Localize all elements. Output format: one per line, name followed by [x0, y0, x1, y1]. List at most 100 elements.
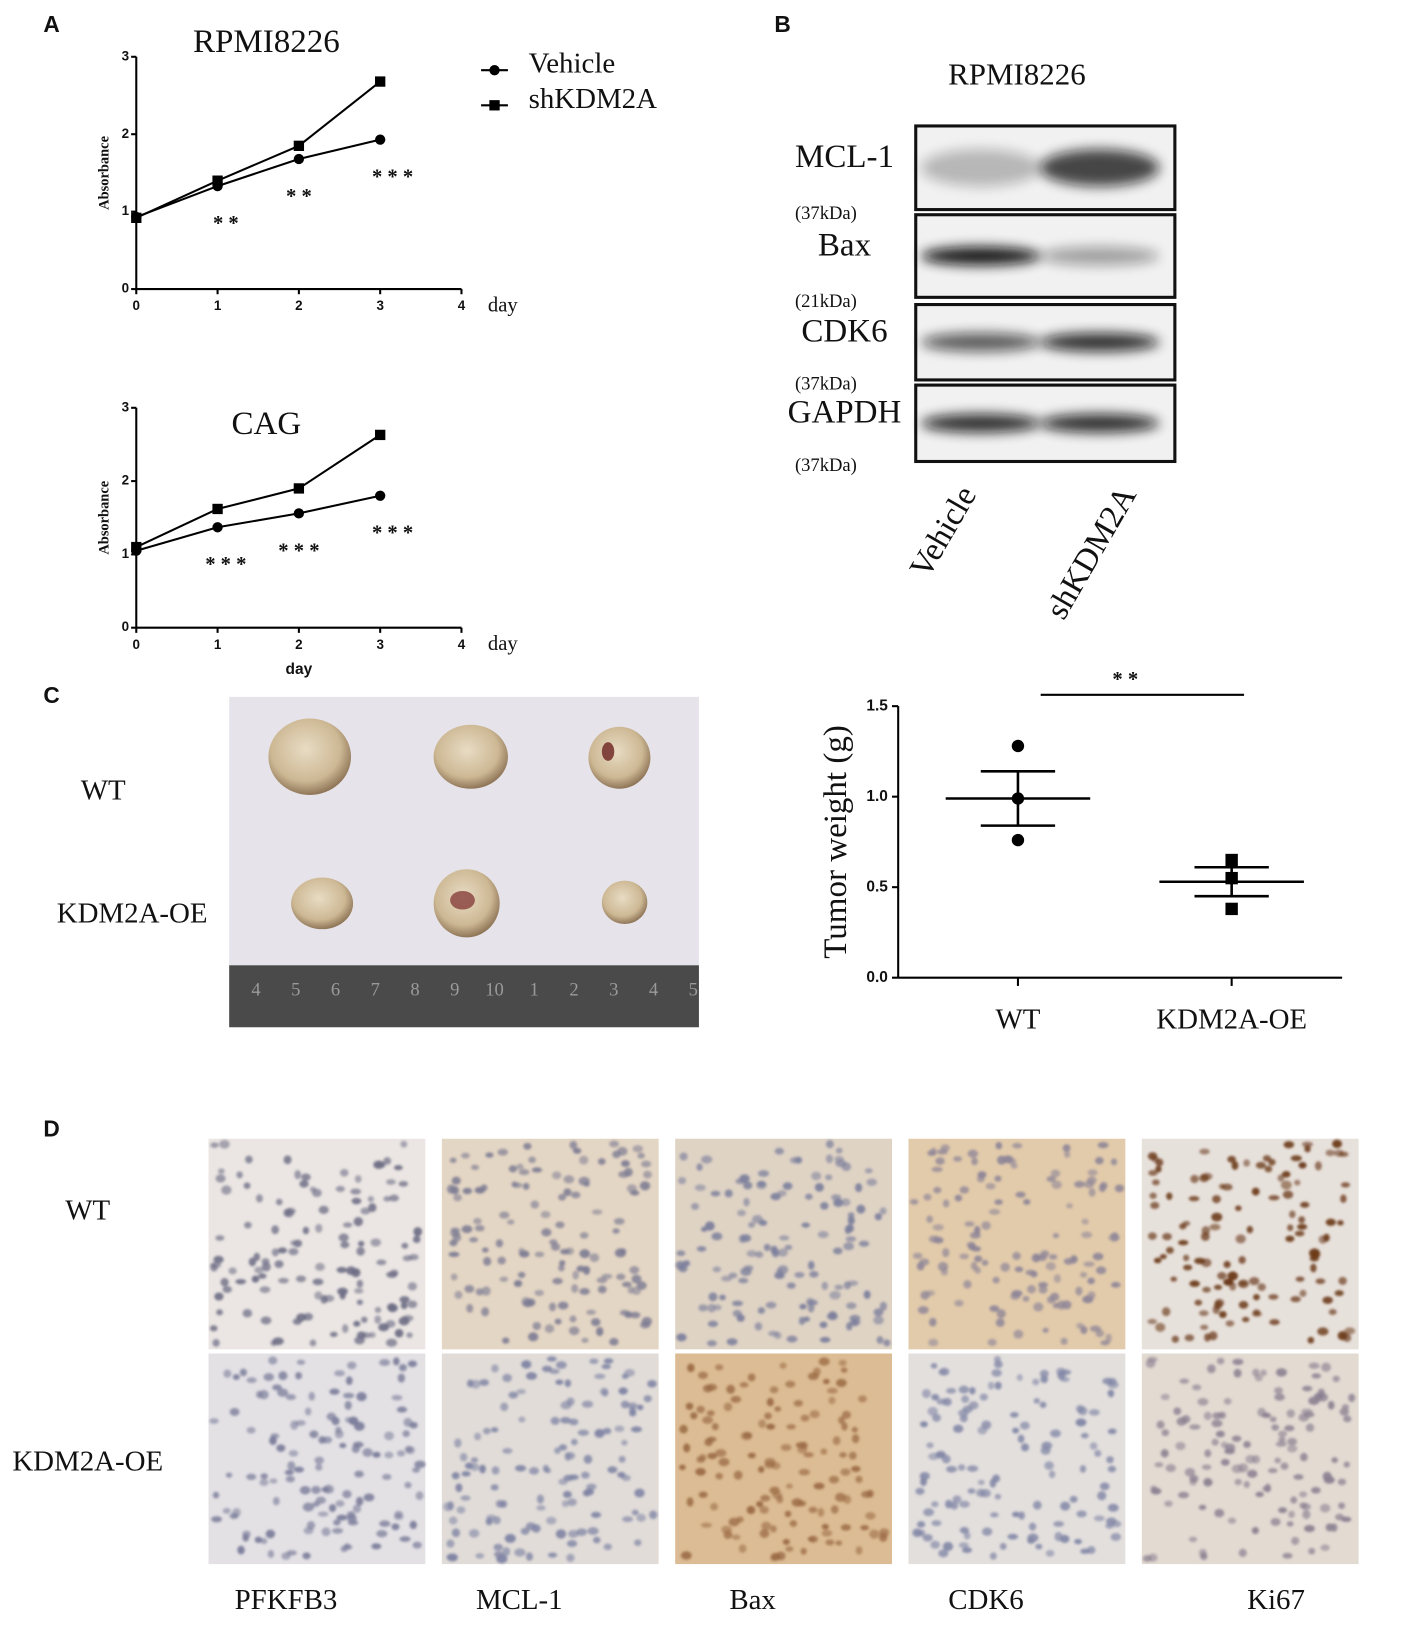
cell-nucleus — [1035, 1543, 1043, 1550]
tumor — [291, 877, 354, 930]
cell-nucleus — [835, 1540, 843, 1546]
x-tick-label: 3 — [376, 298, 383, 313]
cell-nucleus — [342, 1392, 355, 1399]
cell-nucleus — [639, 1181, 651, 1191]
cell-nucleus — [550, 1242, 561, 1251]
cell-nucleus — [636, 1281, 647, 1290]
cell-nucleus — [1027, 1537, 1036, 1544]
cell-nucleus — [1333, 1149, 1344, 1157]
cell-nucleus — [629, 1266, 640, 1275]
cell-nucleus — [335, 1185, 345, 1193]
cell-nucleus — [579, 1288, 590, 1295]
cell-nucleus — [1198, 1548, 1207, 1557]
cell-nucleus — [1075, 1418, 1087, 1427]
cell-nucleus — [1178, 1491, 1190, 1499]
cell-nucleus — [399, 1536, 411, 1542]
cell-nucleus — [398, 1181, 409, 1187]
cell-nucleus — [1153, 1257, 1162, 1264]
cell-nucleus — [1251, 1527, 1259, 1535]
cell-nucleus — [284, 1469, 294, 1476]
cell-nucleus — [1304, 1145, 1311, 1153]
cell-nucleus — [451, 1472, 460, 1480]
cell-nucleus — [830, 1505, 839, 1514]
cell-nucleus — [491, 1427, 499, 1433]
cell-nucleus — [721, 1275, 732, 1282]
cell-nucleus — [235, 1279, 247, 1285]
cell-nucleus — [461, 1152, 470, 1159]
cell-nucleus — [491, 1466, 500, 1475]
cell-nucleus — [590, 1511, 602, 1518]
cell-nucleus — [1110, 1232, 1119, 1241]
cell-nucleus — [589, 1253, 600, 1263]
cell-nucleus — [1033, 1397, 1040, 1404]
cell-nucleus — [1283, 1141, 1295, 1149]
cell-nucleus — [333, 1519, 341, 1526]
cell-nucleus — [560, 1416, 571, 1424]
cell-nucleus — [1060, 1337, 1068, 1345]
cell-nucleus — [1212, 1195, 1221, 1204]
cell-nucleus — [1308, 1362, 1320, 1369]
cell-nucleus — [1107, 1503, 1119, 1512]
blot-band — [920, 149, 1041, 187]
cell-nucleus — [774, 1406, 782, 1412]
cell-nucleus — [412, 1467, 421, 1473]
ihc-cells — [679, 1357, 890, 1562]
cell-nucleus — [1050, 1429, 1061, 1438]
cell-nucleus — [1232, 1358, 1244, 1366]
cell-nucleus — [374, 1315, 382, 1324]
cell-nucleus — [263, 1373, 275, 1381]
cell-nucleus — [779, 1235, 790, 1241]
cell-nucleus — [920, 1421, 928, 1428]
cell-nucleus — [579, 1249, 591, 1259]
cell-nucleus — [389, 1194, 399, 1202]
cell-nucleus — [587, 1527, 599, 1535]
cell-nucleus — [841, 1410, 851, 1419]
cell-nucleus — [698, 1491, 708, 1498]
cell-nucleus — [683, 1443, 691, 1453]
cell-nucleus — [836, 1378, 847, 1388]
cell-nucleus — [851, 1434, 860, 1444]
significance: * * — [286, 186, 312, 208]
cell-nucleus — [912, 1252, 923, 1259]
cell-nucleus — [953, 1156, 962, 1162]
ruler-number: 5 — [291, 979, 300, 1000]
cell-nucleus — [512, 1182, 523, 1188]
ruler — [229, 965, 699, 1028]
chart-title: RPMI8226 — [193, 24, 340, 60]
cell-nucleus — [803, 1452, 814, 1458]
cell-nucleus — [544, 1467, 552, 1474]
cell-nucleus — [869, 1529, 880, 1539]
marker — [375, 490, 386, 501]
cell-nucleus — [525, 1372, 538, 1380]
cell-nucleus — [344, 1400, 352, 1410]
cell-nucleus — [214, 1292, 224, 1301]
ihc-cells — [1142, 1356, 1356, 1562]
cell-nucleus — [1148, 1170, 1158, 1176]
cell-nucleus — [265, 1529, 276, 1539]
cell-nucleus — [1243, 1481, 1250, 1489]
cell-nucleus — [1344, 1327, 1356, 1335]
cell-nucleus — [589, 1358, 599, 1365]
cell-nucleus — [352, 1504, 362, 1513]
cell-nucleus — [696, 1246, 707, 1252]
cell-nucleus — [272, 1496, 280, 1506]
cell-nucleus — [942, 1199, 950, 1208]
cell-nucleus — [286, 1550, 297, 1556]
cell-nucleus — [994, 1199, 1003, 1205]
cell-nucleus — [1284, 1425, 1295, 1432]
cell-nucleus — [572, 1147, 582, 1154]
cell-nucleus — [228, 1267, 237, 1275]
cell-nucleus — [821, 1529, 833, 1537]
cell-nucleus — [1218, 1311, 1227, 1319]
cell-nucleus — [793, 1400, 804, 1407]
cell-nucleus — [302, 1226, 310, 1235]
cell-nucleus — [579, 1232, 589, 1239]
cell-nucleus — [917, 1529, 926, 1537]
x-tick-label: 0 — [133, 298, 140, 313]
cell-nucleus — [954, 1299, 964, 1307]
cell-nucleus — [825, 1154, 834, 1164]
x-axis-label: day — [488, 633, 518, 655]
cell-nucleus — [1197, 1398, 1209, 1406]
cell-nucleus — [1290, 1496, 1298, 1504]
cell-nucleus — [618, 1455, 626, 1463]
